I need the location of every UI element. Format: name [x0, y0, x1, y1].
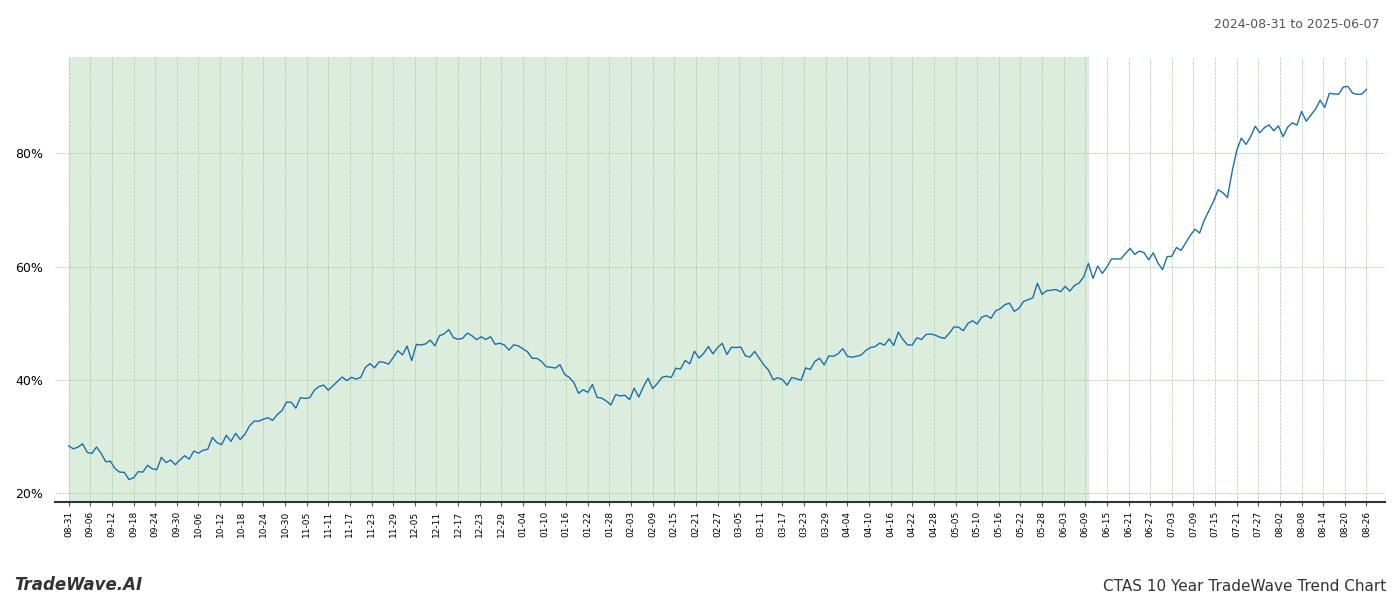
Text: TradeWave.AI: TradeWave.AI [14, 576, 143, 594]
Text: CTAS 10 Year TradeWave Trend Chart: CTAS 10 Year TradeWave Trend Chart [1103, 579, 1386, 594]
Text: 2024-08-31 to 2025-06-07: 2024-08-31 to 2025-06-07 [1214, 18, 1379, 31]
Bar [69, 57, 1088, 502]
